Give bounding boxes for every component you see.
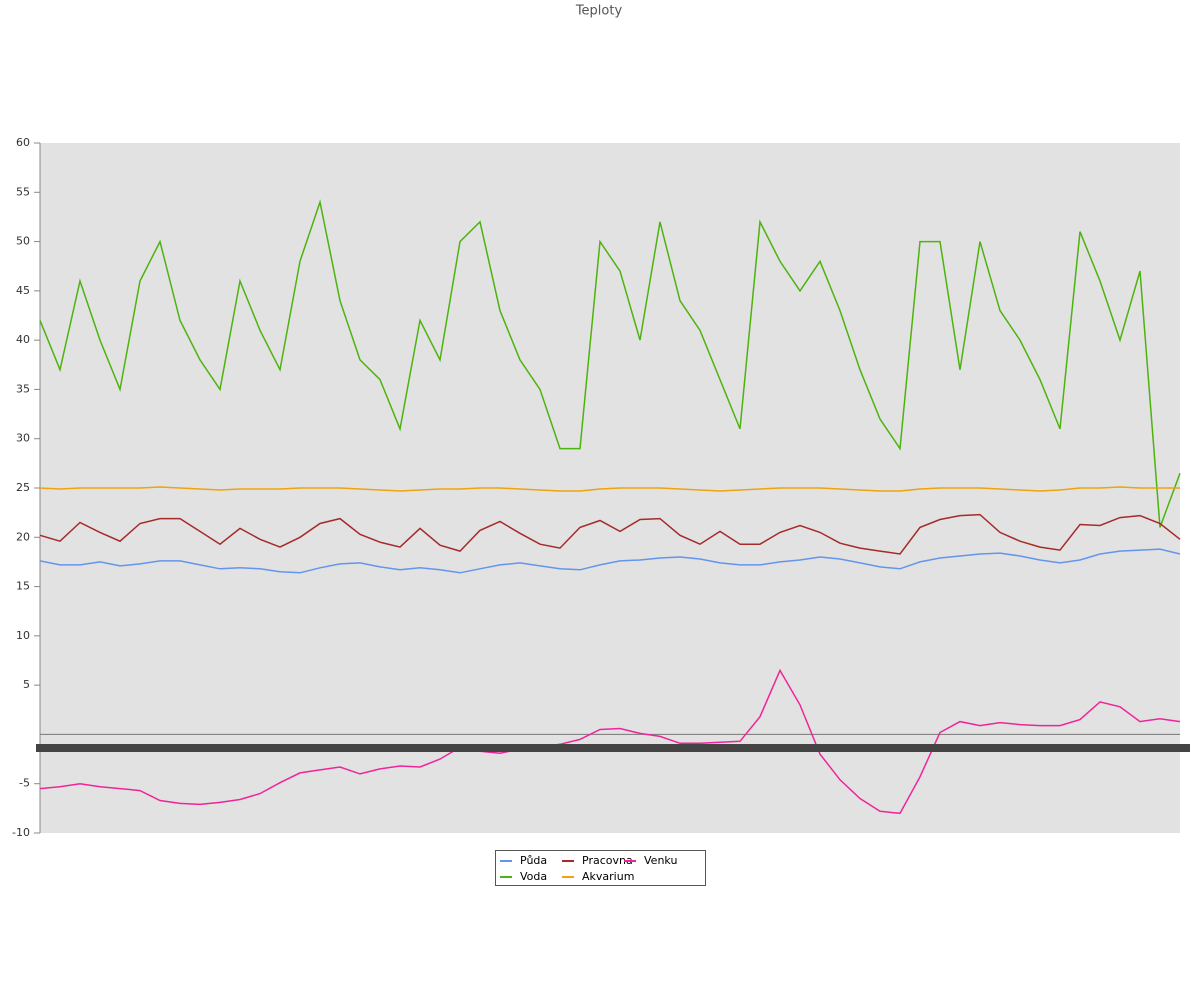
y-tick-label: 55 bbox=[16, 185, 30, 198]
series-line bbox=[39, 486, 1180, 492]
y-tick-label: 40 bbox=[16, 333, 30, 346]
legend-label: Pracovna bbox=[582, 854, 633, 867]
series-line bbox=[39, 668, 1181, 815]
series-line bbox=[39, 513, 1181, 555]
series-line bbox=[39, 548, 1181, 574]
legend-label: Akvarium bbox=[582, 870, 634, 883]
legend-label: Půda bbox=[520, 854, 547, 867]
y-tick-label: -10 bbox=[12, 826, 30, 839]
y-tick-label: 30 bbox=[16, 432, 30, 445]
y-tick-label: 45 bbox=[16, 284, 30, 297]
y-tick-label: 25 bbox=[16, 481, 30, 494]
y-tick-label: 15 bbox=[16, 580, 30, 593]
y-tick-label: -5 bbox=[19, 777, 30, 790]
legend-label: Voda bbox=[520, 870, 547, 883]
chart-title: Teploty bbox=[575, 4, 623, 19]
y-tick-label: 10 bbox=[16, 629, 30, 642]
y-tick-label: 20 bbox=[16, 530, 30, 543]
y-tick-label: 35 bbox=[16, 382, 30, 395]
legend-label: Venku bbox=[644, 854, 677, 867]
series-line bbox=[39, 199, 1181, 528]
x-axis-labels-overlap bbox=[36, 744, 1190, 752]
legend bbox=[495, 850, 706, 886]
y-tick-label: 50 bbox=[16, 235, 30, 248]
y-tick-label: 5 bbox=[23, 678, 30, 691]
y-tick-label: 60 bbox=[16, 136, 30, 149]
